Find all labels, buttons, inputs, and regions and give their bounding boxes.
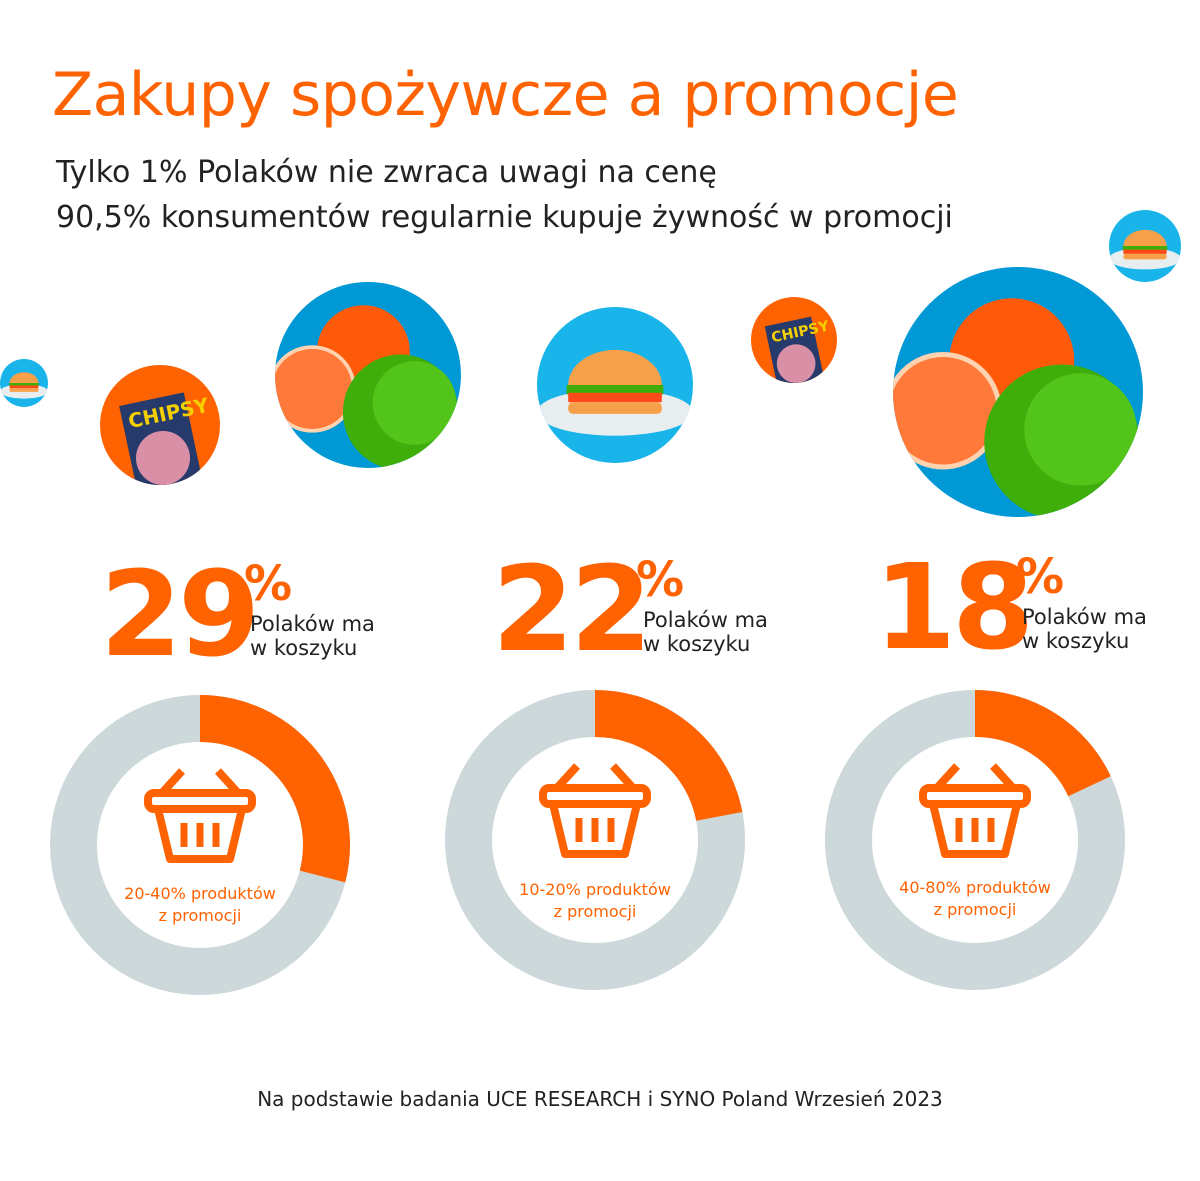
burger-plate-illustration bbox=[0, 359, 48, 407]
orange-apple-illustration bbox=[275, 282, 461, 468]
label-line: 40-80% produktów bbox=[899, 878, 1051, 897]
stat-caption-1: Polaków ma w koszyku bbox=[250, 612, 375, 660]
caption-line: w koszyku bbox=[643, 632, 751, 656]
label-line: z promocji bbox=[158, 906, 242, 925]
stat-number-3: 18 bbox=[874, 538, 1034, 676]
caption-line: w koszyku bbox=[250, 636, 358, 660]
stat-caption-3: Polaków ma w koszyku bbox=[1022, 605, 1147, 653]
label-line: z promocji bbox=[933, 900, 1017, 919]
chipsy-bag-illustration: CHIPSY bbox=[100, 365, 220, 485]
caption-line: w koszyku bbox=[1022, 629, 1130, 653]
basket-icon bbox=[919, 763, 1031, 858]
chipsy-bag-illustration: CHIPSY bbox=[751, 297, 837, 383]
orange-apple-illustration bbox=[893, 267, 1143, 517]
stat-number-2: 22 bbox=[492, 540, 652, 678]
burger-plate-illustration bbox=[537, 307, 693, 463]
donut-label-1: 20-40% produktów z promocji bbox=[100, 883, 300, 927]
donut-segment-1 bbox=[50, 695, 350, 995]
stat-percent-2: % bbox=[636, 552, 685, 608]
burger-plate-illustration bbox=[1109, 210, 1181, 282]
caption-line: Polaków ma bbox=[643, 608, 768, 632]
subtitle-line-1: Tylko 1% Polaków nie zwraca uwagi na cen… bbox=[56, 155, 717, 190]
stat-percent-3: % bbox=[1016, 549, 1065, 605]
page-title: Zakupy spożywcze a promocje bbox=[52, 60, 959, 130]
caption-line: Polaków ma bbox=[250, 612, 375, 636]
label-line: 10-20% produktów bbox=[519, 880, 671, 899]
donut-segment-3 bbox=[825, 690, 1125, 990]
label-line: z promocji bbox=[553, 902, 637, 921]
stat-number-1: 29 bbox=[100, 545, 260, 683]
subtitle-line-2: 90,5% konsumentów regularnie kupuje żywn… bbox=[56, 200, 953, 235]
basket-icon bbox=[144, 768, 256, 863]
donut-label-3: 40-80% produktów z promocji bbox=[875, 877, 1075, 921]
source-footer: Na podstawie badania UCE RESEARCH i SYNO… bbox=[257, 1087, 943, 1111]
donut-segment-2 bbox=[445, 690, 745, 990]
caption-line: Polaków ma bbox=[1022, 605, 1147, 629]
stat-caption-2: Polaków ma w koszyku bbox=[643, 608, 768, 656]
stat-percent-1: % bbox=[244, 556, 293, 612]
label-line: 20-40% produktów bbox=[124, 884, 276, 903]
basket-icon bbox=[539, 763, 651, 858]
donut-label-2: 10-20% produktów z promocji bbox=[495, 879, 695, 923]
